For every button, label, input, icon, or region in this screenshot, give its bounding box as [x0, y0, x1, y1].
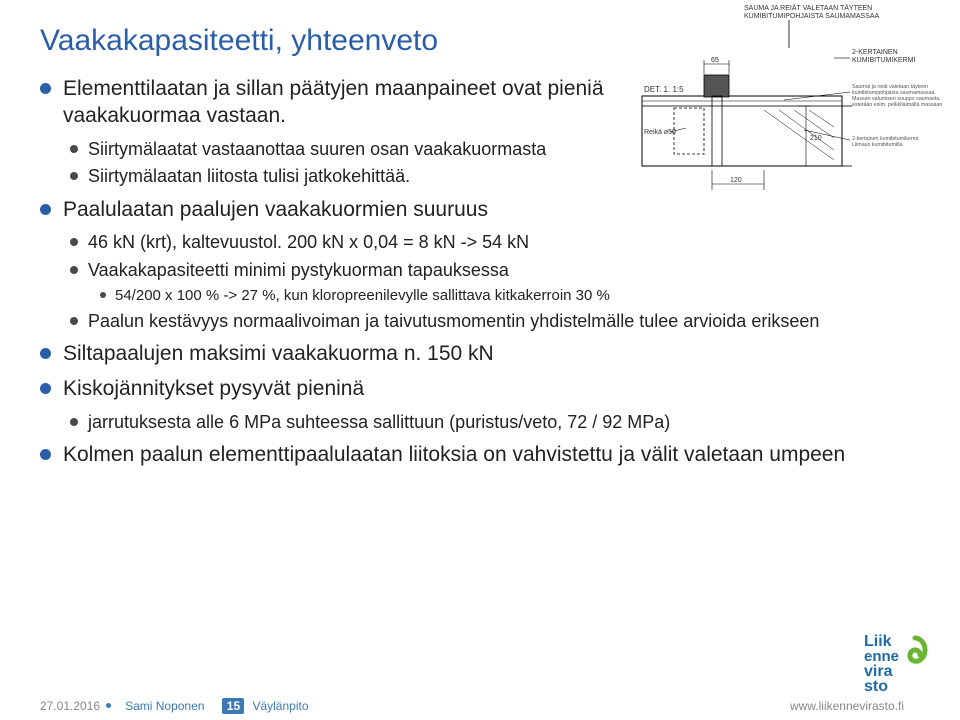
svg-text:sto: sto — [864, 678, 888, 694]
bullet-dot-icon — [100, 292, 106, 298]
bullet-1a: Siirtymälaatat vastaanottaa suuren osan … — [70, 138, 660, 161]
bullet-3: Siltapaalujen maksimi vaakakuorma n. 150… — [40, 341, 920, 368]
bullet-4a-text: jarrutuksesta alle 6 MPa suhteessa salli… — [88, 411, 670, 434]
bullet-1-text: Elementtilaatan ja sillan päätyjen maan­… — [63, 76, 660, 130]
bullet-dot-icon — [40, 348, 51, 359]
bullet-2a-text: 46 kN (krt), kaltevuustol. 200 kN x 0,04… — [88, 231, 529, 254]
bullet-5: Kolmen paalun elementtipaalulaatan liito… — [40, 442, 920, 469]
bullet-dot-icon — [106, 703, 111, 708]
diagram-label-top: SAUMA JA REIÄT VALETAAN TÄYTEEN — [744, 4, 872, 12]
liikennevirasto-logo: Liik enne vira sto — [860, 630, 932, 694]
svg-text:KUMIBITUMIKERMI: KUMIBITUMIKERMI — [852, 57, 915, 64]
bullet-3-text: Siltapaalujen maksimi vaakakuorma n. 150… — [63, 341, 494, 368]
bullet-2c-text: Paalun kestävyys normaalivoiman ja taivu… — [88, 310, 819, 333]
svg-text:120: 120 — [730, 177, 742, 184]
bullet-2b: Vaakakapasiteetti minimi pystykuorman ta… — [70, 259, 920, 282]
svg-text:210: 210 — [810, 135, 822, 142]
footer-page-number: 15 — [222, 698, 244, 714]
bullet-dot-icon — [70, 317, 78, 325]
bullet-dot-icon — [70, 418, 78, 426]
bullet-1b: Siirtymälaatan liitosta tulisi jatkokehi… — [70, 165, 660, 188]
svg-text:2-KERTAINEN: 2-KERTAINEN — [852, 49, 898, 56]
bullet-2b1: 54/200 x 100 % -> 27 %, kun kloropreenil… — [100, 286, 920, 306]
bullet-dot-icon — [40, 83, 51, 94]
svg-text:KUMIBITUMIPOHJAISTA SAUMAMASSA: KUMIBITUMIPOHJAISTA SAUMAMASSAA — [744, 13, 880, 20]
bullet-4-text: Kiskojännitykset pysyvät pieninä — [63, 376, 364, 403]
svg-text:estetään esim. pelkkiläimällä: estetään esim. pelkkiläimällä massaan te… — [852, 102, 944, 108]
bullet-2c: Paalun kestävyys normaalivoiman ja taivu… — [70, 310, 920, 333]
footer-url: www.liikennevirasto.fi — [790, 699, 904, 713]
bullet-dot-icon — [40, 204, 51, 215]
bullet-dot-icon — [40, 449, 51, 460]
bullet-1: Elementtilaatan ja sillan päätyjen maan­… — [40, 76, 660, 130]
bullet-5-text: Kolmen paalun elementtipaalulaatan liito… — [63, 442, 845, 469]
bullet-1b-text: Siirtymälaatan liitosta tulisi jatkokehi… — [88, 165, 410, 188]
bullet-dot-icon — [70, 238, 78, 246]
bullet-dot-icon — [70, 172, 78, 180]
bullet-2b1-text: 54/200 x 100 % -> 27 %, kun kloropreenil… — [115, 286, 610, 306]
bullet-dot-icon — [70, 145, 78, 153]
footer-author: Sami Noponen — [125, 699, 204, 713]
bullet-4: Kiskojännitykset pysyvät pieninä — [40, 376, 920, 403]
svg-text:Liimaus kumibitumilla.: Liimaus kumibitumilla. — [852, 142, 904, 148]
diagram-det-label: DET. 1. 1:5 — [644, 85, 684, 94]
bullet-2-text: Paalulaatan paalujen vaakakuormien suuru… — [63, 197, 488, 224]
bullet-dot-icon — [40, 383, 51, 394]
svg-text:65: 65 — [711, 57, 719, 64]
footer-section: Väylänpito — [252, 699, 308, 713]
bullet-1a-text: Siirtymälaatat vastaanottaa suuren osan … — [88, 138, 546, 161]
bullet-2b-text: Vaakakapasiteetti minimi pystykuorman ta… — [88, 259, 509, 282]
slide-footer: 27.01.2016 Sami Noponen 15 Väylänpito ww… — [0, 698, 960, 714]
bullet-dot-icon — [70, 266, 78, 274]
bullet-2: Paalulaatan paalujen vaakakuormien suuru… — [40, 197, 660, 224]
footer-date: 27.01.2016 — [40, 699, 100, 713]
bullet-2a: 46 kN (krt), kaltevuustol. 200 kN x 0,04… — [70, 231, 660, 254]
detail-diagram: SAUMA JA REIÄT VALETAAN TÄYTEEN KUMIBITU… — [634, 0, 944, 240]
svg-text:Reikä ø50: Reikä ø50 — [644, 129, 676, 136]
bullet-4a: jarrutuksesta alle 6 MPa suhteessa salli… — [70, 411, 920, 434]
